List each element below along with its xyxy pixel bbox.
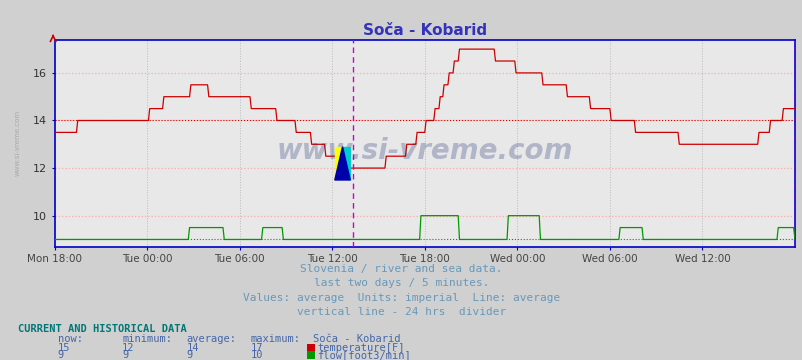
Text: 17: 17	[250, 343, 263, 353]
Text: Soča - Kobarid: Soča - Kobarid	[313, 334, 400, 344]
Text: vertical line - 24 hrs  divider: vertical line - 24 hrs divider	[297, 307, 505, 317]
Text: 15: 15	[58, 343, 71, 353]
Text: flow[foot3/min]: flow[foot3/min]	[317, 350, 411, 360]
Text: 10: 10	[250, 350, 263, 360]
Text: www.si-vreme.com: www.si-vreme.com	[14, 110, 21, 176]
Text: now:: now:	[58, 334, 83, 344]
Title: Soča - Kobarid: Soča - Kobarid	[363, 23, 486, 39]
Text: www.si-vreme.com: www.si-vreme.com	[276, 138, 573, 165]
Text: 14: 14	[186, 343, 199, 353]
Text: 9: 9	[122, 350, 128, 360]
Polygon shape	[342, 147, 350, 180]
Text: 12: 12	[122, 343, 135, 353]
Text: Values: average  Units: imperial  Line: average: Values: average Units: imperial Line: av…	[242, 293, 560, 303]
Polygon shape	[334, 147, 342, 180]
Text: 9: 9	[58, 350, 64, 360]
Text: last two days / 5 minutes.: last two days / 5 minutes.	[314, 278, 488, 288]
Polygon shape	[334, 147, 350, 180]
Text: Slovenia / river and sea data.: Slovenia / river and sea data.	[300, 264, 502, 274]
Text: maximum:: maximum:	[250, 334, 300, 344]
Text: average:: average:	[186, 334, 236, 344]
Text: CURRENT AND HISTORICAL DATA: CURRENT AND HISTORICAL DATA	[18, 324, 186, 334]
Text: temperature[F]: temperature[F]	[317, 343, 404, 353]
Text: 9: 9	[186, 350, 192, 360]
Text: minimum:: minimum:	[122, 334, 172, 344]
